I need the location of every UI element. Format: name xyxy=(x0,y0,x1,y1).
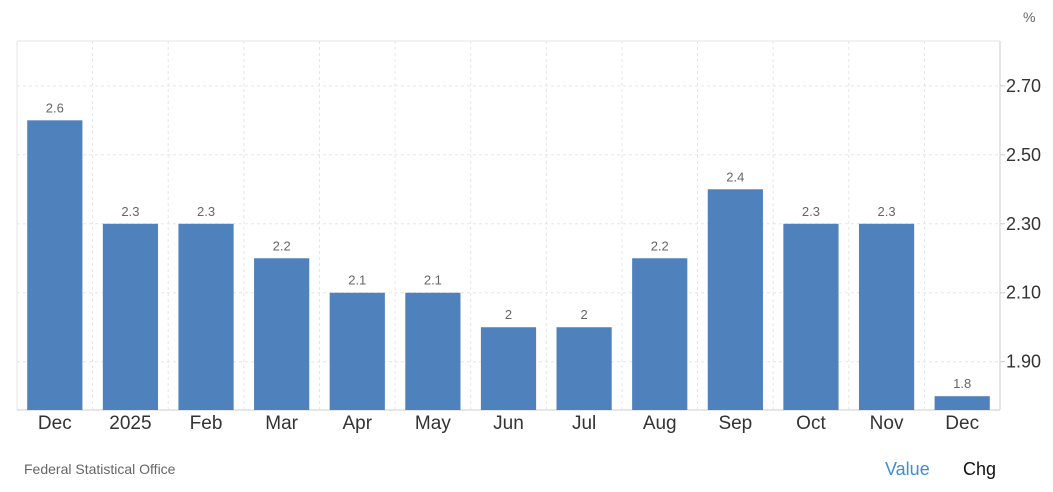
bar xyxy=(102,223,159,410)
bar xyxy=(934,396,990,410)
data-label: 2.2 xyxy=(273,238,291,253)
x-tick-label: 2025 xyxy=(109,413,151,434)
y-axis: 1.90 2.10 2.30 2.50 2.70 xyxy=(1006,76,1041,372)
x-tick-label: Dec xyxy=(38,413,72,434)
data-label: 1.8 xyxy=(953,376,971,391)
source-label: Federal Statistical Office xyxy=(24,461,176,477)
bar xyxy=(707,189,763,410)
data-label: 2.1 xyxy=(348,273,366,288)
data-label: 2.3 xyxy=(121,204,139,219)
x-tick-label: Sep xyxy=(718,413,752,434)
data-label: 2.3 xyxy=(197,204,215,219)
bar xyxy=(405,292,461,410)
bars xyxy=(27,120,990,411)
bar xyxy=(27,120,83,411)
bar xyxy=(556,327,612,410)
x-tick-label: Apr xyxy=(342,413,372,434)
bar xyxy=(783,223,839,410)
data-label: 2.2 xyxy=(651,238,669,253)
data-label: 2.1 xyxy=(424,273,442,288)
data-labels: 2.6 2.3 2.3 2.2 2.1 2.1 2 2 2.2 2.4 2.3 2.3 1.8 xyxy=(46,100,971,391)
x-tick-label: Mar xyxy=(265,413,298,434)
x-tick-label: Feb xyxy=(190,413,223,434)
x-tick-label: Nov xyxy=(870,413,904,434)
bar xyxy=(254,258,310,410)
bar xyxy=(178,223,234,410)
value-toggle-button[interactable]: Value xyxy=(885,459,930,479)
bar xyxy=(329,292,385,410)
data-label: 2.6 xyxy=(46,100,64,115)
x-tick-label: Aug xyxy=(643,413,677,434)
data-label: 2.4 xyxy=(726,169,744,184)
data-label: 2.3 xyxy=(878,204,896,219)
y-tick-label: 2.30 xyxy=(1006,214,1041,234)
y-tick-label: 2.50 xyxy=(1006,145,1041,165)
bar xyxy=(632,258,688,410)
data-label: 2 xyxy=(505,307,512,322)
y-tick-label: 1.90 xyxy=(1006,352,1041,372)
bar xyxy=(480,327,537,410)
x-tick-label: Oct xyxy=(796,413,826,434)
chg-toggle-button[interactable]: Chg xyxy=(963,459,997,479)
x-tick-label: Jul xyxy=(572,413,596,434)
y-axis-unit: % xyxy=(1023,9,1035,25)
y-tick-label: 2.70 xyxy=(1006,76,1041,96)
y-tick-label: 2.10 xyxy=(1006,283,1041,303)
data-label: 2 xyxy=(580,307,587,322)
x-tick-label: Jun xyxy=(493,413,524,434)
bar xyxy=(858,223,915,410)
x-tick-label: May xyxy=(415,413,451,434)
x-axis: Dec 2025 Feb Mar Apr May Jun Jul Aug Sep Oct Nov Dec xyxy=(38,413,979,434)
data-label: 2.3 xyxy=(802,204,820,219)
x-tick-label: Dec xyxy=(945,413,979,434)
